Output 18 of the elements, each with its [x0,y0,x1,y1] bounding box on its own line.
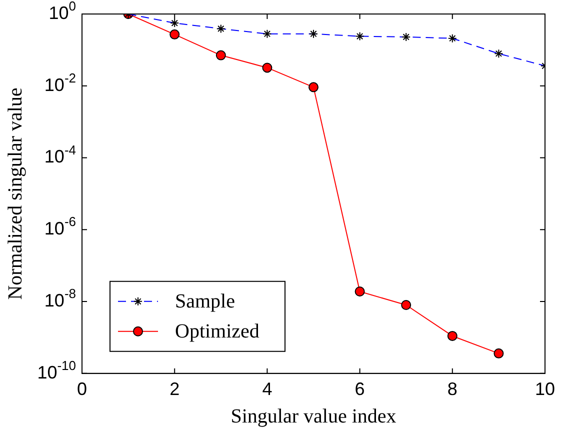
x-tick-label: 0 [76,379,88,400]
x-tick-label: 10 [534,379,556,400]
x-tick-label: 2 [170,379,180,400]
x-axis-title: Singular value index [230,405,396,428]
y-axis-title: Normalized singular value [4,88,26,300]
point [170,29,180,40]
legend-label: Optimized [175,320,260,343]
point [401,300,412,310]
x-tick-label: 4 [262,379,272,400]
point [447,330,458,341]
legend-label: Sample [175,290,236,313]
x-tick-label: 8 [447,379,458,400]
point [494,348,504,358]
x-tick-label: 6 [354,379,365,400]
point [308,82,318,92]
point [262,62,272,73]
point [354,286,365,296]
point [216,50,226,60]
